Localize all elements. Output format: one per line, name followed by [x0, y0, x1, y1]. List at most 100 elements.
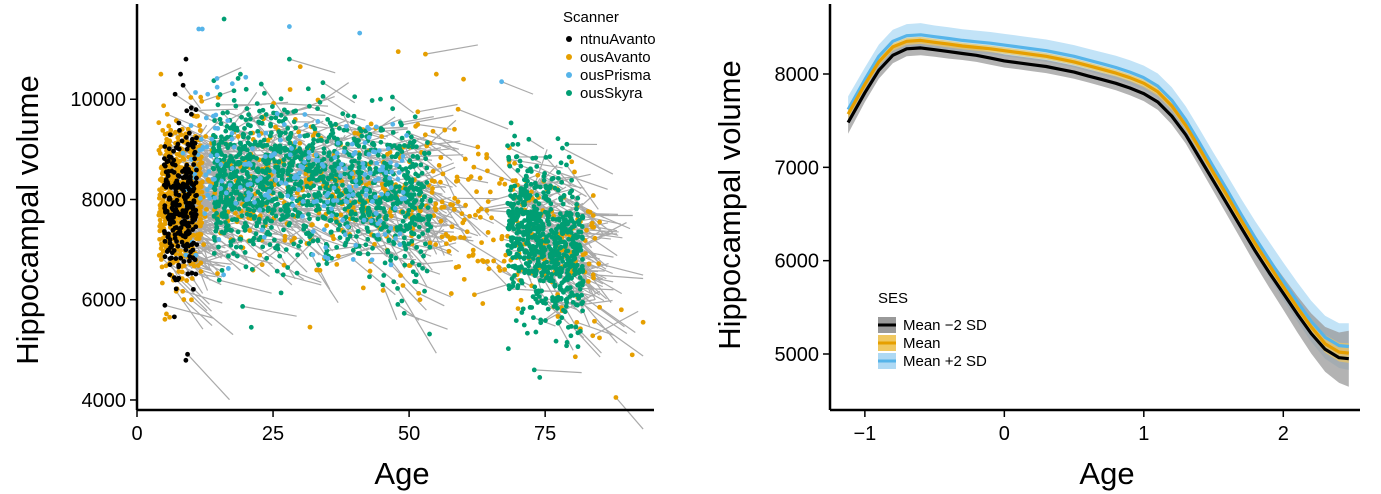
data-point — [369, 199, 375, 204]
data-point — [321, 215, 327, 221]
data-point — [574, 251, 580, 257]
data-point — [342, 206, 348, 212]
scatter-points — [156, 16, 646, 400]
data-point — [507, 163, 513, 169]
data-point — [305, 199, 311, 204]
trajectory-line — [569, 192, 602, 230]
data-point — [374, 205, 379, 211]
data-point — [320, 94, 326, 99]
trajectory-line — [401, 151, 440, 173]
data-point — [168, 155, 174, 160]
data-point — [423, 51, 428, 57]
trajectory-line — [288, 224, 320, 256]
data-point — [525, 178, 530, 184]
data-point — [580, 308, 585, 314]
data-point — [475, 144, 481, 150]
data-point — [315, 119, 321, 124]
data-point — [564, 141, 570, 147]
data-point — [574, 292, 580, 298]
data-point — [281, 227, 286, 233]
data-point — [166, 123, 172, 129]
data-point — [190, 217, 196, 223]
data-point — [198, 269, 204, 274]
data-point — [325, 199, 330, 205]
data-point — [313, 166, 319, 172]
trajectory-curves — [846, 33, 1349, 361]
data-point — [279, 173, 285, 178]
data-point — [180, 150, 186, 156]
trajectory-line — [588, 263, 613, 275]
data-point — [352, 94, 358, 100]
data-point — [520, 237, 526, 243]
data-point — [484, 152, 490, 157]
data-point — [262, 192, 268, 198]
data-point — [461, 76, 466, 82]
data-point — [572, 271, 578, 277]
data-point — [248, 181, 253, 187]
trajectory-line — [561, 181, 587, 198]
data-point — [508, 120, 514, 126]
data-point — [306, 192, 311, 198]
data-point — [523, 182, 529, 188]
data-point — [242, 250, 248, 255]
trajectory-line — [233, 252, 273, 265]
data-point — [307, 324, 313, 330]
data-point — [576, 282, 581, 288]
data-point — [415, 122, 421, 127]
data-point — [432, 205, 438, 211]
data-point — [356, 191, 362, 197]
data-point — [231, 144, 237, 150]
data-point — [377, 167, 383, 173]
data-point — [506, 251, 512, 257]
data-point — [521, 199, 527, 205]
data-point — [525, 227, 531, 233]
trajectory-line — [390, 264, 420, 294]
data-point — [534, 206, 540, 212]
data-point — [365, 207, 371, 212]
data-point — [184, 181, 190, 187]
data-point — [180, 288, 186, 294]
data-point — [509, 222, 515, 228]
data-point — [264, 142, 270, 148]
data-point — [373, 194, 378, 200]
data-point — [217, 147, 222, 152]
data-point — [378, 96, 383, 102]
data-point — [256, 219, 262, 225]
data-point — [177, 158, 183, 164]
data-point — [433, 71, 439, 77]
data-point — [485, 230, 491, 235]
data-point — [405, 187, 411, 193]
data-point — [191, 162, 197, 168]
data-point — [167, 240, 173, 246]
data-point — [346, 193, 352, 199]
data-point — [241, 179, 247, 184]
data-point — [520, 224, 526, 230]
data-point — [342, 232, 348, 238]
data-point — [189, 270, 195, 276]
data-point — [525, 261, 531, 267]
data-point — [172, 232, 178, 238]
scanner-legend-swatch — [566, 72, 572, 78]
data-point — [275, 201, 281, 207]
data-point — [172, 91, 178, 97]
data-point — [232, 205, 238, 211]
trajectory-line — [397, 288, 437, 354]
data-point — [199, 98, 205, 104]
data-point — [255, 128, 261, 134]
data-point — [237, 192, 243, 197]
data-point — [360, 285, 366, 291]
data-point — [236, 196, 242, 202]
trajectory-line — [227, 225, 246, 234]
data-point — [385, 151, 390, 157]
data-point — [198, 184, 204, 190]
data-point — [569, 275, 574, 281]
data-point — [219, 134, 224, 140]
data-point — [392, 205, 398, 211]
data-point — [162, 163, 168, 169]
data-point — [477, 175, 483, 181]
data-point — [176, 211, 182, 217]
data-point — [413, 198, 419, 203]
data-point — [433, 242, 439, 247]
data-point — [158, 71, 164, 77]
data-point — [530, 221, 536, 227]
